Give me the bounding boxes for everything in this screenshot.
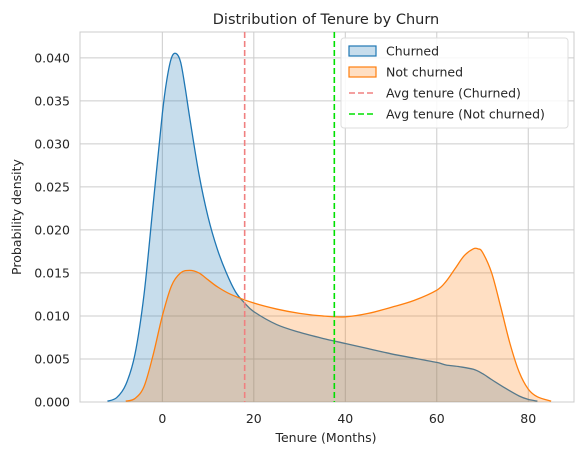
x-tick-label: 0 [158,411,166,426]
average-lines [243,32,336,402]
legend-swatch-churned [348,45,377,57]
y-tick-label: 0.010 [34,308,70,323]
y-tick-label: 0.020 [34,222,70,237]
legend: Churned Not churned Avg tenure (Churned) Av… [340,37,569,129]
churned-density-line [107,52,538,402]
legend-box [340,37,569,129]
y-tick-label: 0.015 [34,265,70,280]
x-tick-label: 60 [429,411,445,426]
y-axis-label: Probability density [9,158,24,274]
y-tick-label: 0.030 [34,136,70,151]
x-tick-label: 40 [337,411,353,426]
legend-label-churned: Churned [386,44,439,59]
churned-density-fill [107,53,538,402]
legend-label-avg-tenure-not-churned-: Avg tenure (Not churned) [386,107,545,122]
legend-label-not-churned: Not churned [386,65,463,80]
legend-swatch-not-churned [348,66,377,78]
not-churned-density-line [125,247,552,402]
y-tick-label: 0.040 [34,50,70,65]
chart-title: Distribution of Tenure by Churn [213,12,439,28]
tick-labels: 0 20 40 60 80 0.000 0.005 0.010 0.015 0.020 0.025 0… [34,50,536,426]
x-tick-label: 20 [246,411,262,426]
y-tick-label: 0.005 [34,351,70,366]
legend-label-avg-tenure-churned-: Avg tenure (Churned) [386,86,521,101]
y-tick-label: 0.025 [34,179,70,194]
y-tick-label: 0.035 [34,93,70,108]
kde-series [107,52,552,402]
y-tick-label: 0.000 [34,395,70,410]
x-tick-label: 80 [520,411,536,426]
x-axis-label: Tenure (Months) [274,430,376,445]
not-churned-density-fill [125,248,552,402]
